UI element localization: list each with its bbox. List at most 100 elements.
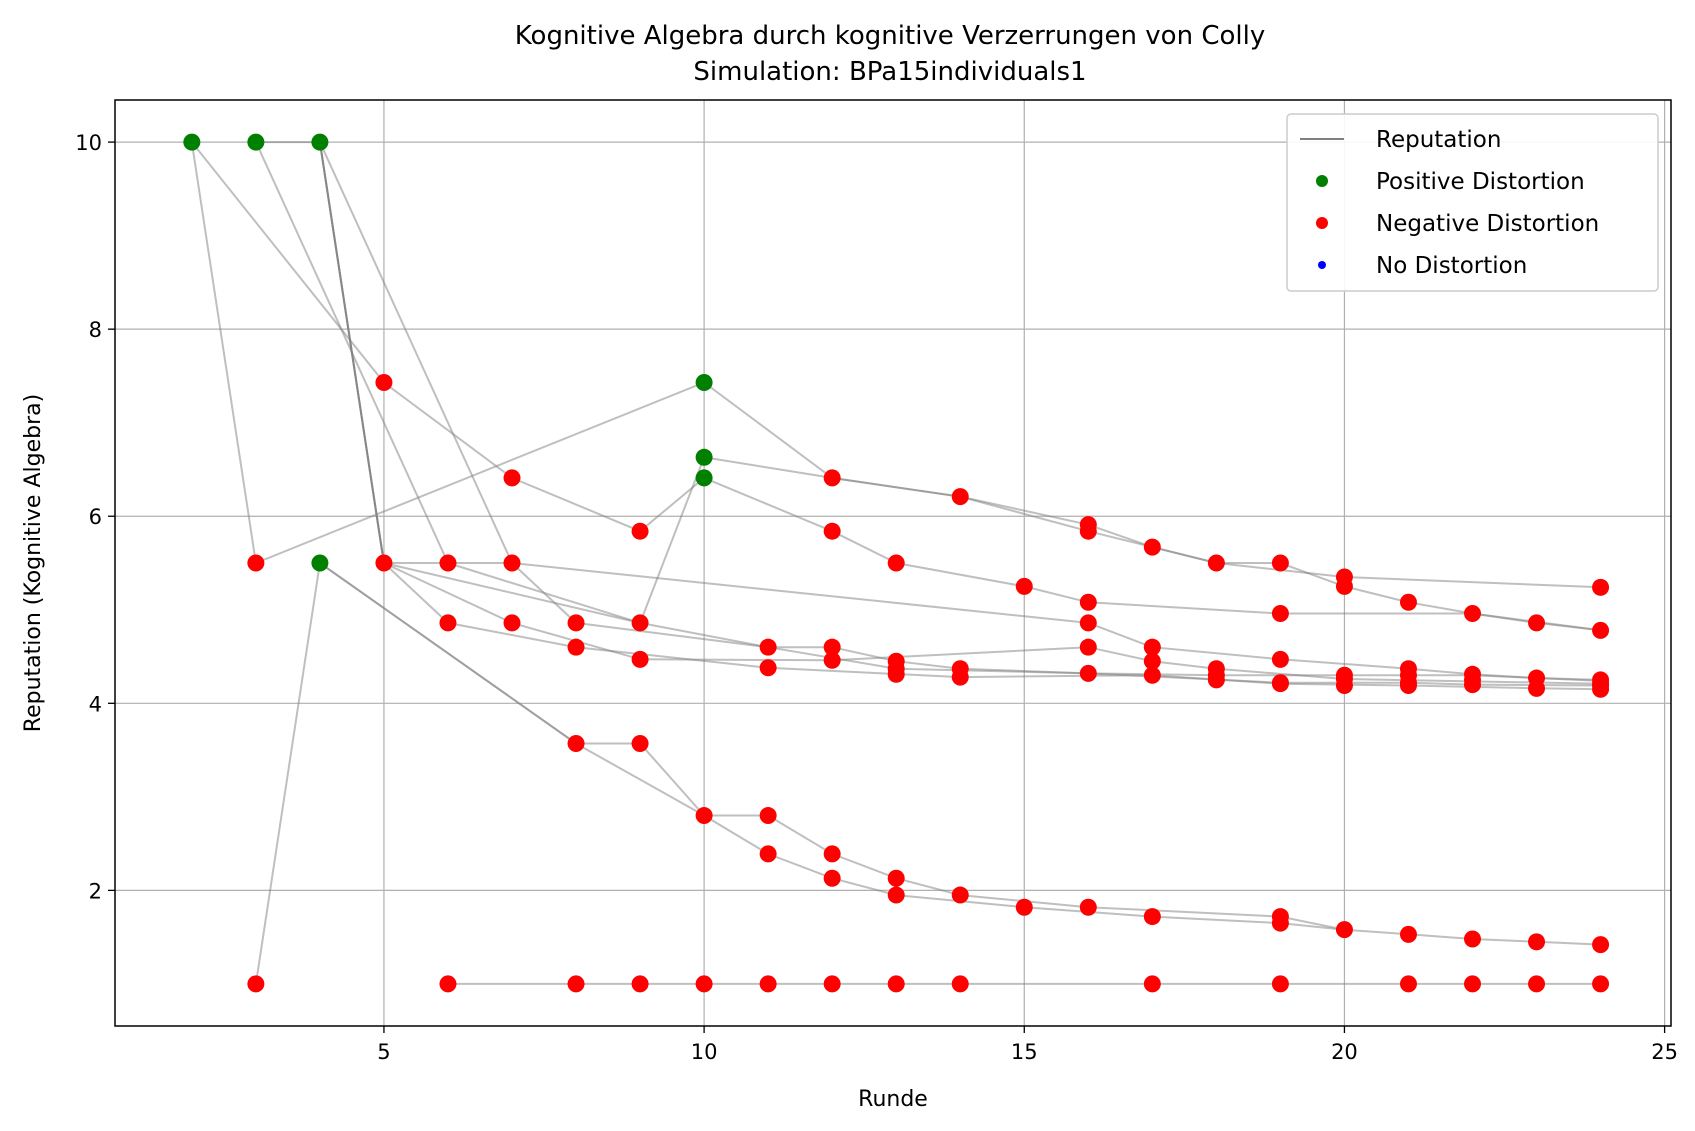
y-tick-label: 6 <box>89 505 102 529</box>
x-tick-label: 25 <box>1651 1040 1678 1064</box>
reputation-line <box>254 141 1601 682</box>
negative-distortion-point <box>1463 930 1481 948</box>
x-tick-label: 20 <box>1331 1040 1358 1064</box>
negative-distortion-point <box>1079 664 1097 682</box>
y-tick-label: 8 <box>89 318 102 342</box>
negative-distortion-point <box>1079 614 1097 632</box>
negative-distortion-point <box>1335 921 1353 939</box>
negative-distortion-point <box>951 975 969 993</box>
negative-distortion-point <box>1271 605 1289 623</box>
negative-distortion-point <box>1399 975 1417 993</box>
negative-distortion-point <box>631 650 649 668</box>
reputation-line <box>318 141 1601 685</box>
x-tick-label: 15 <box>1011 1040 1038 1064</box>
negative-distortion-point <box>887 886 905 904</box>
legend-label-no-distortion: No Distortion <box>1376 253 1527 279</box>
positive-distortion-point <box>247 133 265 151</box>
negative-distortion-point <box>1592 680 1610 698</box>
negative-distortion-point <box>439 554 457 572</box>
negative-distortion-point <box>887 554 905 572</box>
negative-distortion-point <box>375 554 393 572</box>
negative-distortion-point <box>759 975 777 993</box>
negative-distortion-point <box>1528 975 1546 993</box>
legend-frame <box>1286 113 1659 292</box>
negative-distortion-point <box>1271 975 1289 993</box>
negative-distortion-point <box>951 488 969 506</box>
negative-distortion-point <box>759 659 777 677</box>
negative-distortion-point <box>1335 577 1353 595</box>
negative-distortion-point <box>1463 605 1481 623</box>
negative-distortion-point <box>695 807 713 825</box>
negative-distortion-point <box>887 665 905 683</box>
legend-swatch-positive-distortion <box>1316 175 1328 187</box>
positive-distortion-point <box>183 133 201 151</box>
negative-distortion-point <box>1015 898 1033 916</box>
reputation-line <box>191 141 1601 632</box>
positive-distortion-point <box>311 554 329 572</box>
negative-distortion-point <box>503 469 521 487</box>
legend-swatch-no-distortion <box>1318 261 1326 269</box>
negative-distortion-point <box>1271 650 1289 668</box>
negative-distortion-point <box>1143 975 1161 993</box>
negative-distortion-point <box>1528 614 1546 632</box>
negative-distortion-point <box>1528 933 1546 951</box>
negative-distortion-point <box>1143 666 1161 684</box>
legend-label-reputation: Reputation <box>1376 127 1501 153</box>
negative-distortion-point <box>1592 621 1610 639</box>
negative-distortion-point <box>823 522 841 540</box>
x-tick-label: 5 <box>377 1040 390 1064</box>
legend: Reputation Positive Distortion Negative … <box>1286 113 1659 292</box>
negative-distortion-point <box>1271 914 1289 932</box>
negative-distortion-point <box>1143 538 1161 556</box>
negative-distortion-point <box>1399 677 1417 695</box>
positive-distortion-point <box>311 133 329 151</box>
x-tick-label: 10 <box>691 1040 718 1064</box>
negative-distortion-point <box>1143 638 1161 656</box>
negative-distortion-point <box>1528 679 1546 697</box>
y-axis-label: Reputation (Kognitive Algebra) <box>21 394 46 732</box>
negative-distortion-point <box>1079 522 1097 540</box>
negative-distortion-point <box>823 975 841 993</box>
negative-distortion-point <box>247 975 265 993</box>
negative-distortion-point <box>567 638 585 656</box>
negative-distortion-point <box>567 735 585 753</box>
negative-distortion-point <box>631 735 649 753</box>
negative-distortion-point <box>1271 675 1289 693</box>
negative-distortion-point <box>1207 554 1225 572</box>
negative-distortion-point <box>823 869 841 887</box>
legend-label-positive-distortion: Positive Distortion <box>1376 169 1585 195</box>
negative-distortion-point <box>823 638 841 656</box>
reputation-line <box>318 141 1601 687</box>
negative-distortion-point <box>951 668 969 686</box>
positive-distortion-point <box>695 448 713 466</box>
negative-distortion-point <box>247 554 265 572</box>
y-tick-label: 10 <box>75 131 102 155</box>
negative-distortion-point <box>631 975 649 993</box>
negative-distortion-point <box>695 975 713 993</box>
negative-distortion-point <box>1592 975 1610 993</box>
negative-distortion-point <box>1399 593 1417 611</box>
x-axis-label: Runde <box>858 1087 928 1112</box>
negative-distortion-point <box>631 522 649 540</box>
chart-subtitle: Simulation: BPa15individuals1 <box>693 57 1086 87</box>
negative-distortion-point <box>1015 577 1033 595</box>
negative-distortion-point <box>567 614 585 632</box>
axis-ticks: 5 10 15 20 25 2 4 6 8 10 <box>75 131 1678 1064</box>
negative-distortion-point <box>567 975 585 993</box>
negative-distortion-point <box>823 469 841 487</box>
negative-distortion-point <box>951 886 969 904</box>
negative-distortion-point <box>1463 975 1481 993</box>
negative-distortion-point <box>1463 676 1481 694</box>
y-tick-label: 4 <box>89 692 102 716</box>
negative-distortion-point <box>1079 898 1097 916</box>
negative-distortion-point <box>1207 671 1225 689</box>
negative-distortion-point <box>887 975 905 993</box>
negative-distortion-point <box>1399 925 1417 943</box>
distortion-points <box>183 133 1610 993</box>
negative-distortion-point <box>823 845 841 863</box>
reputation-lines <box>190 141 1601 985</box>
negative-distortion-point <box>375 373 393 391</box>
chart-title: Kognitive Algebra durch kognitive Verzer… <box>515 21 1265 51</box>
positive-distortion-point <box>695 373 713 391</box>
